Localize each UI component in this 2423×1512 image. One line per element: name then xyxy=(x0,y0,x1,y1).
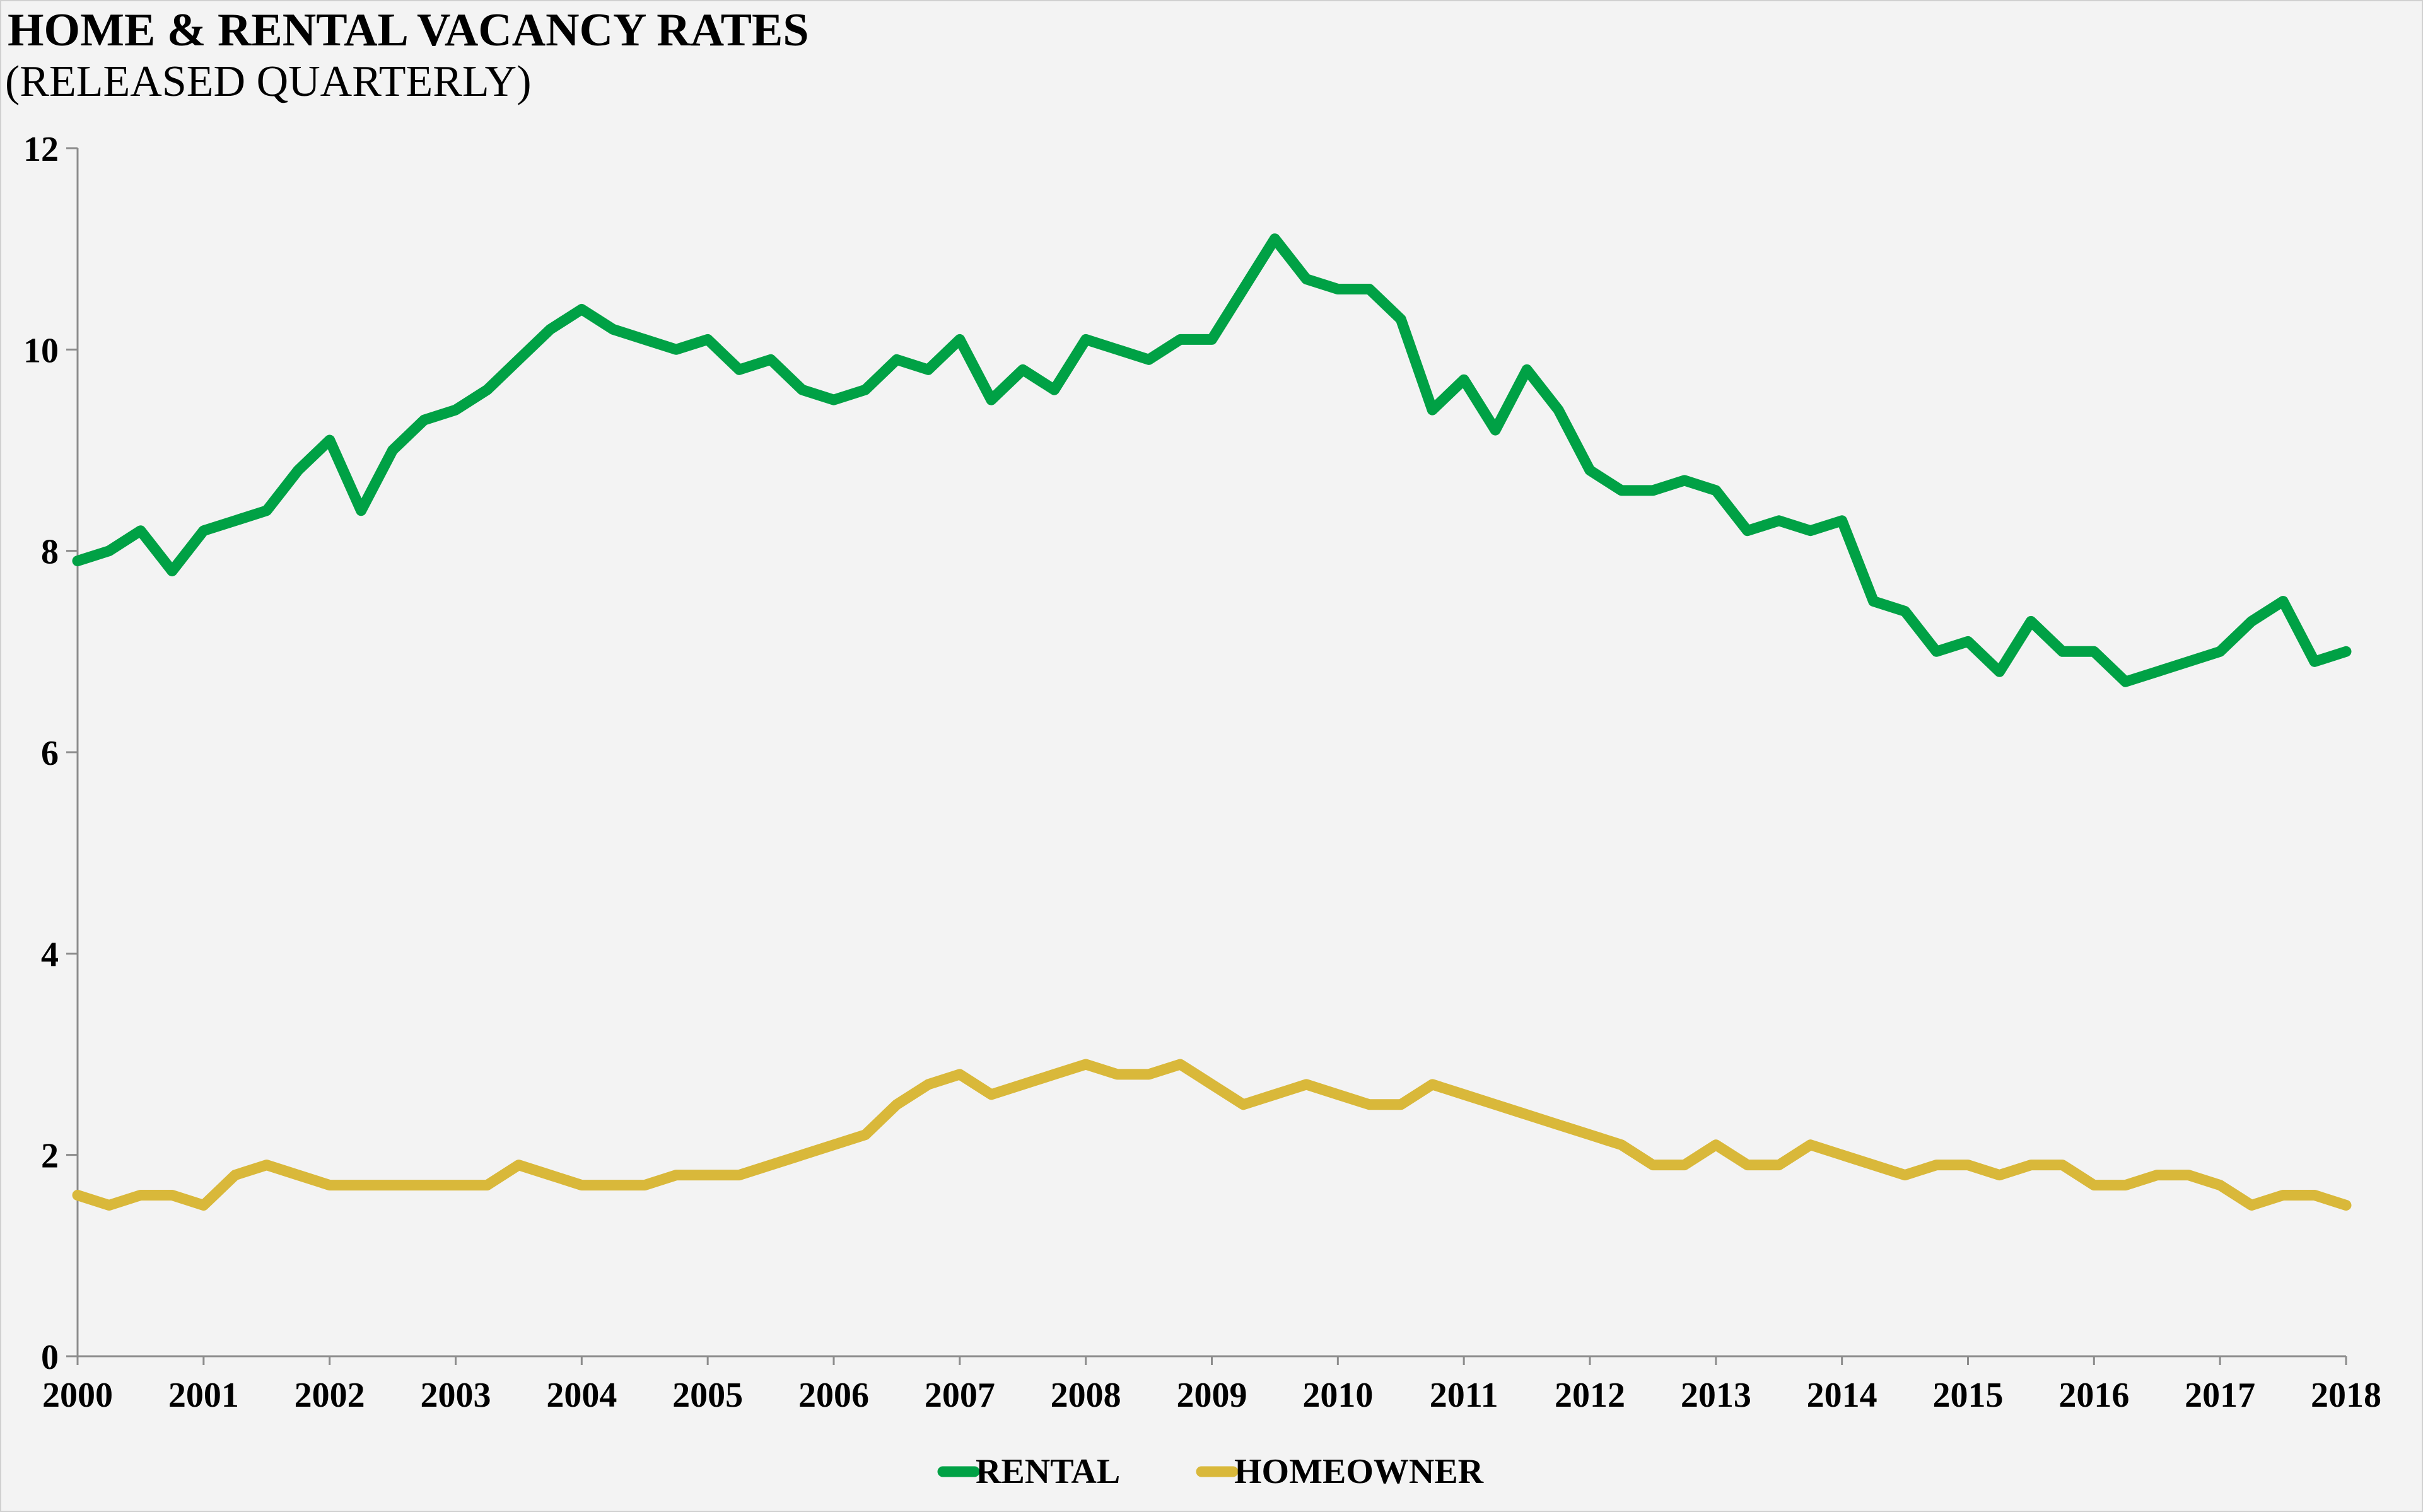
y-tick-label: 2 xyxy=(41,1137,59,1176)
x-tick-label: 2018 xyxy=(2311,1376,2381,1415)
x-tick-label: 2005 xyxy=(672,1376,743,1415)
y-tick-label: 10 xyxy=(23,331,59,370)
x-tick-label: 2007 xyxy=(925,1376,995,1415)
x-tick-label: 2016 xyxy=(2058,1376,2129,1415)
x-tick-label: 2017 xyxy=(2185,1376,2255,1415)
x-tick-label: 2010 xyxy=(1302,1376,1373,1415)
x-tick-label: 2000 xyxy=(42,1376,113,1415)
x-tick-label: 2001 xyxy=(168,1376,239,1415)
x-tick-label: 2004 xyxy=(546,1376,617,1415)
chart-subtitle: (RELEASED QUARTERLY) xyxy=(5,57,532,106)
x-tick-label: 2012 xyxy=(1555,1376,1625,1415)
x-tick-label: 2006 xyxy=(798,1376,869,1415)
x-tick-label: 2011 xyxy=(1430,1376,1498,1415)
y-tick-label: 4 xyxy=(41,935,59,974)
legend-label-rental: RENTAL xyxy=(976,1452,1120,1491)
series-line-rental xyxy=(72,233,2352,687)
y-tick-label: 6 xyxy=(41,734,59,773)
x-tick-label: 2003 xyxy=(421,1376,491,1415)
x-tick-label: 2008 xyxy=(1051,1376,1121,1415)
series-group xyxy=(72,233,2352,1211)
series-line-homeowner xyxy=(72,1059,2352,1211)
y-tick-label: 8 xyxy=(41,533,59,572)
legend-label-homeowner: HOMEOWNER xyxy=(1234,1452,1484,1491)
legend: RENTAL HOMEOWNER xyxy=(937,1452,1484,1491)
x-tick-label: 2009 xyxy=(1177,1376,1247,1415)
x-tick-label: 2013 xyxy=(1681,1376,1751,1415)
y-tick-label: 12 xyxy=(23,130,59,169)
x-tick-label: 2014 xyxy=(1807,1376,1877,1415)
chart-title: HOME & RENTAL VACANCY RATES xyxy=(8,4,809,56)
x-tick-label: 2002 xyxy=(295,1376,365,1415)
y-tick-label: 0 xyxy=(41,1338,59,1377)
x-tick-label: 2015 xyxy=(1933,1376,2004,1415)
axes: 0 2 4 6 8 10 12 2000 2001 2002 2003 2004 2005 2006 200… xyxy=(23,130,2381,1415)
